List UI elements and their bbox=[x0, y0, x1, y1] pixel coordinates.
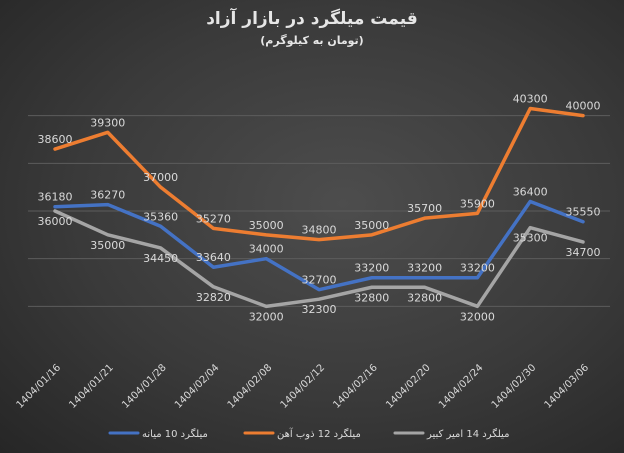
series-lines bbox=[53, 106, 585, 309]
x-axis-ticks: 1404/01/16 1404/01/21 1404/01/28 1404/02/04… bbox=[15, 362, 592, 411]
legend: میلگرد 10 میانه میلگرد 12 ذوب آهن میلگرد 1… bbox=[108, 427, 509, 440]
data-label: 36180 bbox=[38, 191, 73, 204]
data-label: 34800 bbox=[302, 224, 337, 237]
data-label: 34700 bbox=[566, 246, 601, 259]
data-label: 32700 bbox=[302, 274, 337, 287]
data-label: 40000 bbox=[566, 100, 601, 113]
x-tick-label: 1404/02/16 bbox=[331, 362, 380, 411]
data-label: 32800 bbox=[407, 291, 442, 304]
legend-label: میلگرد 10 میانه bbox=[142, 428, 208, 440]
chart-subtitle: (تومان به کیلوگرم) bbox=[260, 34, 363, 47]
data-label: 39300 bbox=[90, 116, 125, 129]
x-tick-label: 1404/01/21 bbox=[67, 362, 116, 411]
x-tick-label: 1404/01/28 bbox=[120, 362, 169, 411]
legend-label: میلگرد 14 امیر کبیر bbox=[426, 428, 509, 440]
data-label: 35300 bbox=[513, 232, 548, 245]
data-label: 34450 bbox=[143, 252, 178, 265]
data-label: 33640 bbox=[196, 251, 231, 264]
data-label: 36270 bbox=[90, 189, 125, 202]
data-label: 35360 bbox=[143, 210, 178, 223]
x-tick-label: 1404/02/12 bbox=[279, 362, 328, 411]
data-label: 35000 bbox=[354, 219, 389, 232]
x-tick-label: 1404/03/06 bbox=[543, 362, 592, 411]
series-line bbox=[53, 106, 585, 242]
data-label: 38600 bbox=[38, 133, 73, 146]
data-label: 32000 bbox=[249, 310, 284, 323]
x-tick-label: 1404/02/08 bbox=[226, 362, 275, 411]
x-tick-label: 1404/02/24 bbox=[437, 362, 486, 411]
x-tick-label: 1404/02/20 bbox=[384, 362, 433, 411]
data-label: 35000 bbox=[249, 219, 284, 232]
data-label: 32820 bbox=[196, 291, 231, 304]
data-label: 32300 bbox=[302, 303, 337, 316]
data-label: 35700 bbox=[407, 202, 442, 215]
data-label: 35000 bbox=[90, 239, 125, 252]
data-label: 32800 bbox=[354, 291, 389, 304]
data-label: 34000 bbox=[249, 243, 284, 256]
legend-label: میلگرد 12 ذوب آهن bbox=[277, 427, 361, 440]
chart-title: قیمت میلگرد در بازار آزاد bbox=[206, 7, 418, 29]
x-tick-label: 1404/02/04 bbox=[173, 362, 222, 411]
data-label: 36000 bbox=[38, 215, 73, 228]
x-tick-label: 1404/01/16 bbox=[15, 362, 64, 411]
x-tick-label: 1404/02/30 bbox=[490, 362, 539, 411]
data-label: 35550 bbox=[566, 206, 601, 219]
data-labels: 36180 36270 35360 33640 34000 32700 33200 33200… bbox=[38, 93, 601, 324]
data-label: 36400 bbox=[513, 185, 548, 198]
data-label: 35270 bbox=[196, 212, 231, 225]
data-label: 33200 bbox=[460, 262, 495, 275]
data-label: 35900 bbox=[460, 197, 495, 210]
data-label: 32000 bbox=[460, 310, 495, 323]
data-label: 40300 bbox=[513, 93, 548, 106]
data-label: 33200 bbox=[407, 262, 442, 275]
data-label: 37000 bbox=[143, 171, 178, 184]
data-label: 33200 bbox=[354, 262, 389, 275]
